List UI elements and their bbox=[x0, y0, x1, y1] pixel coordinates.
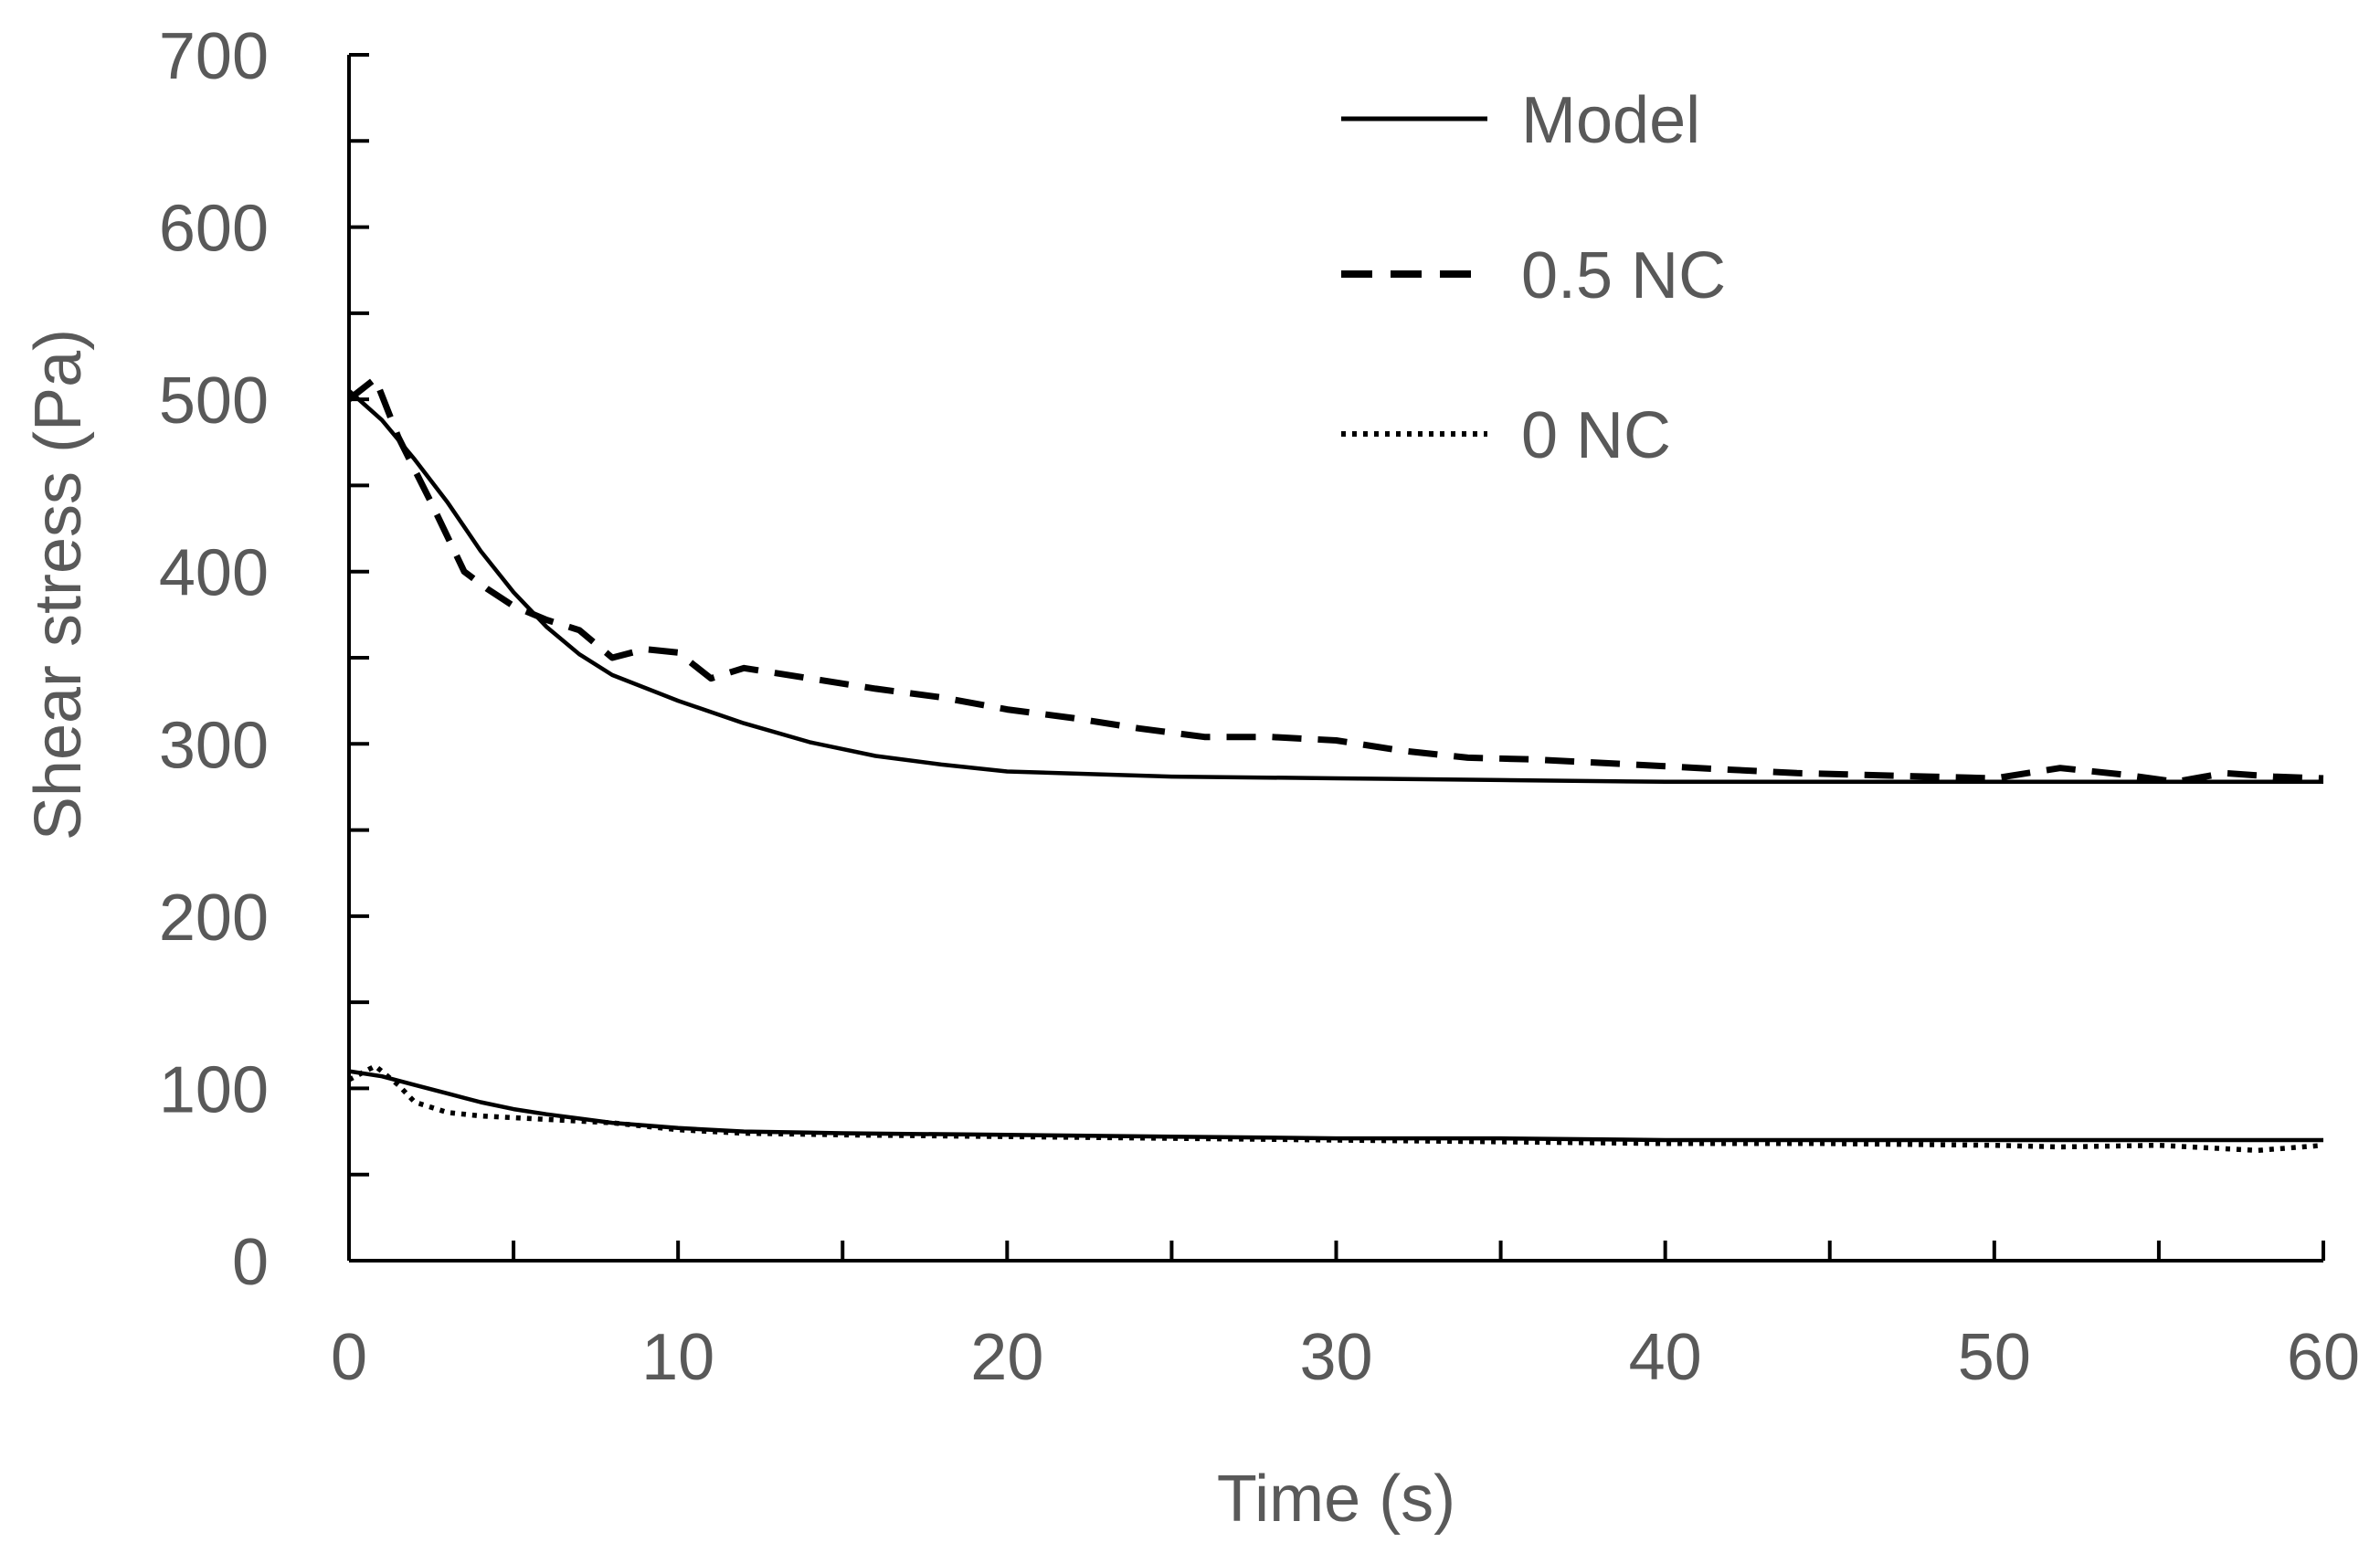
legend: Model 0.5 NC 0 NC bbox=[1341, 84, 1726, 472]
x-tick-label-50: 50 bbox=[1958, 1321, 2031, 1394]
series-model-0-nc-fit bbox=[348, 1069, 2323, 1143]
y-axis-title: Shear stress (Pa) bbox=[22, 329, 95, 840]
y-tick-label-100: 100 bbox=[159, 1053, 269, 1126]
y-tick-label-500: 500 bbox=[159, 364, 269, 438]
x-tick-label-40: 40 bbox=[1629, 1321, 1702, 1394]
x-tick-label-0: 0 bbox=[331, 1321, 367, 1394]
series-layer bbox=[346, 375, 2324, 1154]
x-tick-label-30: 30 bbox=[1299, 1321, 1372, 1394]
x-tick-label-60: 60 bbox=[2287, 1321, 2360, 1394]
y-tick-label-400: 400 bbox=[159, 537, 269, 610]
legend-label-model: Model bbox=[1521, 84, 1700, 157]
x-tick-label-10: 10 bbox=[641, 1321, 714, 1394]
legend-label-0-nc: 0 NC bbox=[1521, 399, 1671, 472]
series-0-5-nc bbox=[346, 375, 2324, 786]
y-tick-label-200: 200 bbox=[159, 882, 269, 955]
y-tick-label-0: 0 bbox=[232, 1226, 269, 1299]
legend-label-0-5-nc: 0.5 NC bbox=[1521, 239, 1726, 312]
x-tick-label-20: 20 bbox=[970, 1321, 1043, 1394]
axes bbox=[347, 55, 2323, 1262]
y-tick-label-700: 700 bbox=[159, 20, 269, 93]
y-tick-label-300: 300 bbox=[159, 709, 269, 782]
x-axis-ticks: 0 10 20 30 40 50 60 bbox=[331, 1241, 2360, 1394]
y-axis-ticks: 0 100 200 300 400 500 600 700 bbox=[159, 20, 369, 1299]
series-model-0-5-nc-fit bbox=[347, 389, 2323, 785]
y-tick-label-600: 600 bbox=[159, 193, 269, 266]
x-axis-title: Time (s) bbox=[1217, 1463, 1455, 1536]
